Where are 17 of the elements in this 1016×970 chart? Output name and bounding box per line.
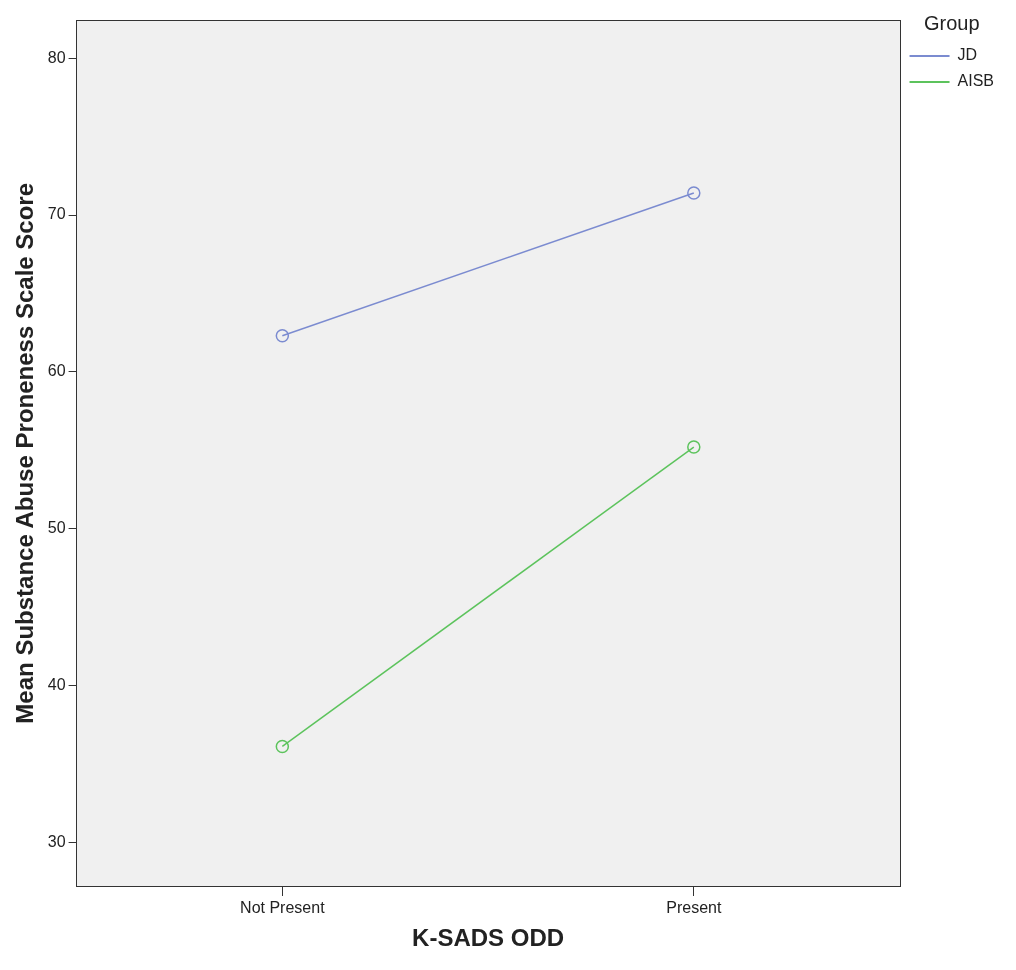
x-tick-label: Not Present — [240, 899, 326, 917]
y-tick-label: 30 — [47, 832, 66, 850]
y-tick-label: 70 — [47, 205, 66, 223]
y-tick-label: 40 — [47, 675, 66, 693]
legend-label: AISB — [957, 72, 995, 90]
point — [687, 186, 701, 200]
x-axis-title: K-SADS ODD — [412, 924, 565, 952]
y-tick-label: 60 — [47, 362, 66, 380]
point — [275, 739, 290, 754]
x-tick-label: Present — [666, 899, 722, 917]
y-tick-label: 50 — [47, 518, 66, 536]
point — [687, 440, 701, 454]
y-tick-label: 80 — [47, 48, 66, 66]
legend-label: JD — [957, 46, 978, 64]
point — [275, 328, 290, 343]
y-axis-title: Mean Substance Abuse Proneness Scale Score — [11, 182, 39, 724]
legend-title: Group — [923, 11, 980, 34]
